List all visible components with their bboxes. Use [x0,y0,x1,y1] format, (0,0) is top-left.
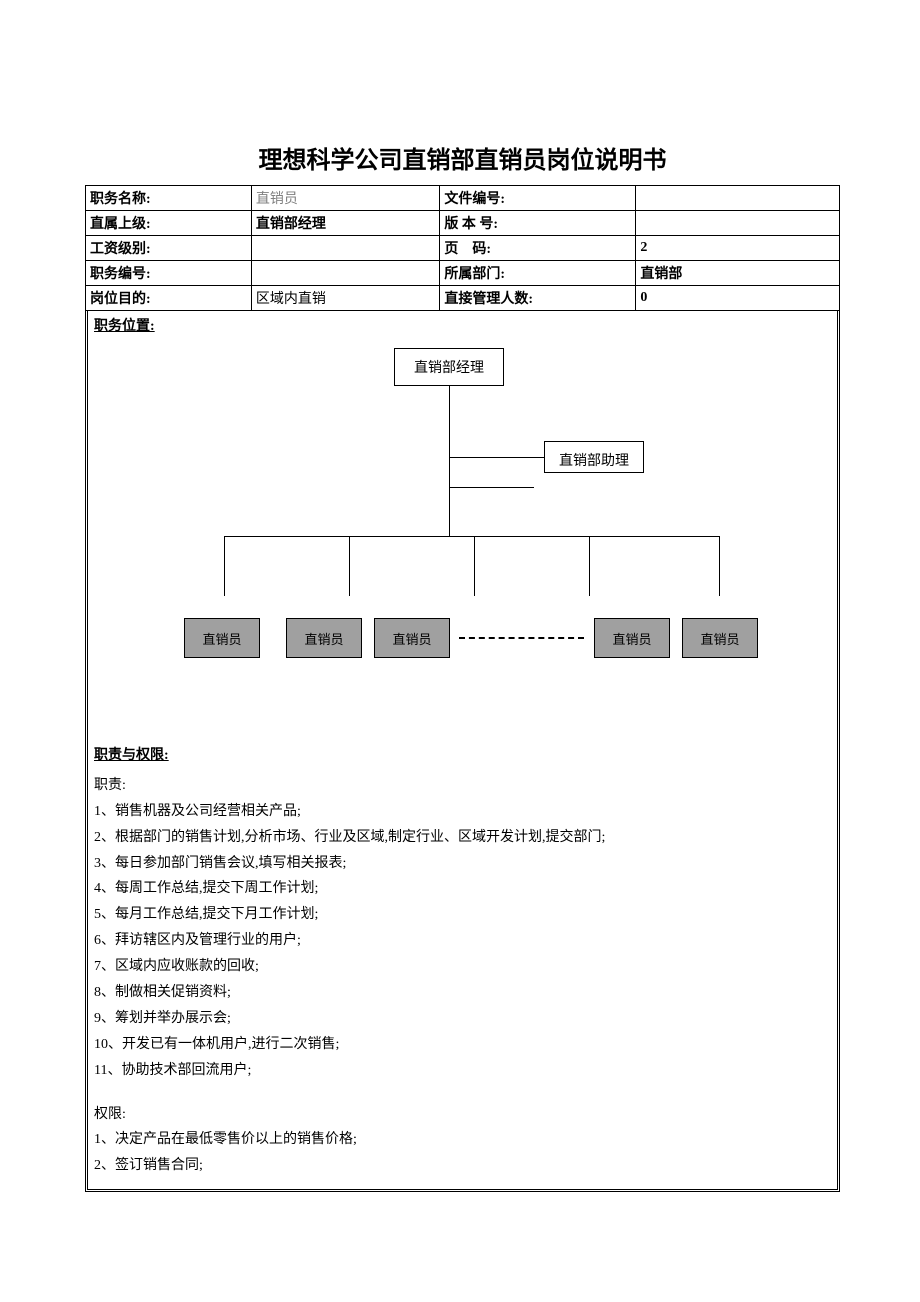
duty-item: 2、根据部门的销售计划,分析市场、行业及区域,制定行业、区域开发计划,提交部门; [94,825,831,851]
header-value: 0 [636,286,840,311]
duties-list: 1、销售机器及公司经营相关产品;2、根据部门的销售计划,分析市场、行业及区域,制… [94,799,831,1084]
header-label: 所属部门: [440,261,636,286]
org-connector [224,536,719,537]
duty-item: 3、每日参加部门销售会议,填写相关报表; [94,851,831,877]
header-label: 职务名称: [86,186,252,211]
org-chart: 直销部经理直销部助理直销员直销员直销员直销员直销员 [94,343,831,713]
org-chart-label: 职务位置: [94,315,831,335]
header-value [251,236,440,261]
duty-item: 7、区域内应收账款的回收; [94,954,831,980]
header-label: 文件编号: [440,186,636,211]
org-connector [224,536,225,596]
header-label: 版 本 号: [440,211,636,236]
org-connector [449,487,534,488]
authority-list: 1、决定产品在最低零售价以上的销售价格;2、签订销售合同; [94,1127,831,1179]
authority-item: 1、决定产品在最低零售价以上的销售价格; [94,1127,831,1153]
org-connector [449,386,450,536]
header-value: 直销部经理 [251,211,440,236]
header-label: 工资级别: [86,236,252,261]
authority-item: 2、签订销售合同; [94,1153,831,1179]
org-dash-connector [459,637,584,639]
org-node: 直销部助理 [544,441,644,473]
page-title: 理想科学公司直销部直销员岗位说明书 [85,140,840,175]
org-connector [719,536,720,596]
org-node: 直销员 [594,618,670,658]
org-node: 直销员 [286,618,362,658]
org-connector [474,536,475,596]
duty-item: 4、每周工作总结,提交下周工作计划; [94,876,831,902]
org-node: 直销员 [374,618,450,658]
header-value [636,186,840,211]
header-label: 页 码: [440,236,636,261]
header-label: 岗位目的: [86,286,252,311]
header-label: 职务编号: [86,261,252,286]
header-value: 区域内直销 [251,286,440,311]
authority-label: 权限: [94,1102,831,1128]
duty-item: 10、开发已有一体机用户,进行二次销售; [94,1032,831,1058]
header-table: 职务名称:直销员文件编号: 直属上级:直销部经理版 本 号: 工资级别: 页 码:2 职… [85,185,840,311]
header-value: 直销部 [636,261,840,286]
duty-item: 8、制做相关促销资料; [94,980,831,1006]
org-connector [349,536,350,596]
header-value: 2 [636,236,840,261]
org-connector [589,536,590,596]
org-connector [449,457,544,458]
responsibilities-label: 职责与权限: [94,743,831,769]
duty-item: 11、协助技术部回流用户; [94,1058,831,1084]
header-label: 直接管理人数: [440,286,636,311]
org-node: 直销部经理 [394,348,504,386]
header-value [251,261,440,286]
duty-item: 5、每月工作总结,提交下月工作计划; [94,902,831,928]
duty-item: 6、拜访辖区内及管理行业的用户; [94,928,831,954]
duties-label: 职责: [94,773,831,799]
org-node: 直销员 [682,618,758,658]
header-label: 直属上级: [86,211,252,236]
header-value [636,211,840,236]
duty-item: 1、销售机器及公司经营相关产品; [94,799,831,825]
duty-item: 9、筹划并举办展示会; [94,1006,831,1032]
main-content-box: 职务位置: 直销部经理直销部助理直销员直销员直销员直销员直销员 职责与权限: 职… [85,311,840,1192]
responsibilities-section: 职责与权限: 职责: 1、销售机器及公司经营相关产品;2、根据部门的销售计划,分… [94,743,831,1179]
org-node: 直销员 [184,618,260,658]
header-value: 直销员 [251,186,440,211]
